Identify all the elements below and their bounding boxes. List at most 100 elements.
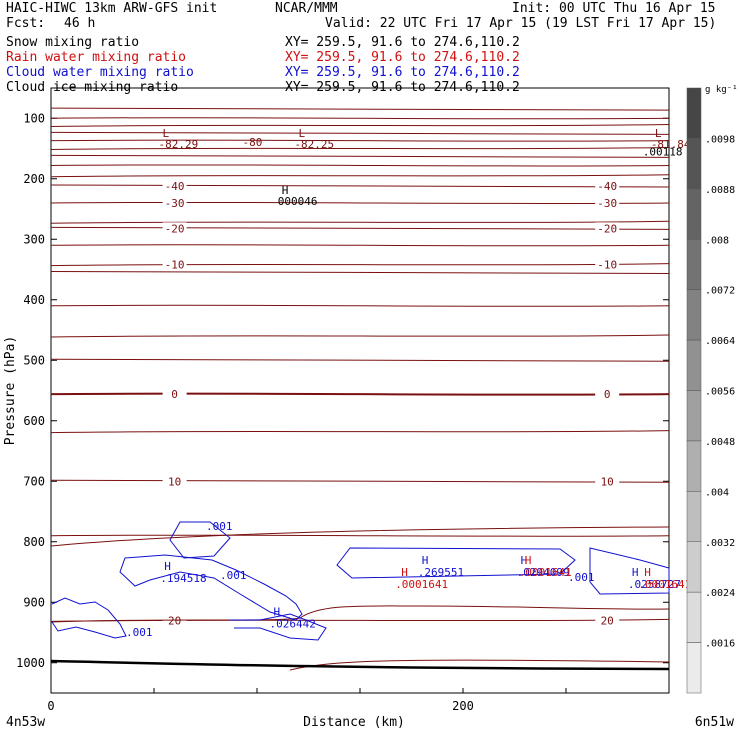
temperature-contour bbox=[50, 304, 670, 307]
y-tick-label: 400 bbox=[23, 293, 45, 307]
temperature-contour-label: 0 bbox=[604, 388, 611, 401]
cloud-water-max-value: .269551 bbox=[418, 566, 464, 579]
colorbar-swatch bbox=[686, 138, 702, 190]
temperature-contour-label: -20 bbox=[597, 222, 617, 235]
colorbar-swatch bbox=[686, 440, 702, 492]
model-title: HAIC-HIWC 13km ARW-GFS init bbox=[6, 1, 218, 16]
temperature-contour-label: 20 bbox=[168, 614, 181, 627]
x-end-label-right: 6n51w bbox=[695, 715, 734, 730]
temperature-contour bbox=[50, 270, 670, 275]
colorbar-label: .0048 bbox=[705, 437, 735, 448]
temperature-contour-label: -30 bbox=[597, 197, 617, 210]
x-end-label-left: 4n53w bbox=[6, 715, 45, 730]
low-marker: L bbox=[655, 127, 662, 140]
cloud-water-contour-label: .001 bbox=[220, 569, 247, 582]
colorbar-swatch bbox=[686, 642, 702, 694]
cloud-water-contour bbox=[230, 613, 327, 641]
colorbar-swatch bbox=[686, 87, 702, 139]
cloud-ice-max-value: 000046 bbox=[278, 195, 318, 208]
cloud-ice-max-marker: H bbox=[282, 184, 289, 197]
x-tick-label: 200 bbox=[452, 699, 474, 713]
cloud-water-contour bbox=[119, 554, 303, 621]
colorbar-label: .008 bbox=[705, 235, 729, 246]
temperature-contour bbox=[50, 147, 670, 150]
low-value: -81.84 bbox=[651, 138, 691, 151]
cloud-water-max-value: .0258727 bbox=[628, 578, 681, 591]
temperature-contour-label: 20 bbox=[601, 614, 614, 627]
x-axis-label: Distance (km) bbox=[303, 715, 405, 730]
contour-label-bg bbox=[595, 180, 620, 193]
temperature-contour bbox=[50, 226, 670, 231]
cloud-water-contour bbox=[51, 597, 127, 639]
cloud-water-max-marker: H bbox=[273, 605, 280, 618]
surface-line bbox=[50, 659, 670, 671]
cloud-water-max-value: .026442 bbox=[269, 617, 315, 630]
rain-water-max-value: .0001641 bbox=[395, 578, 448, 591]
temperature-contour-label: -40 bbox=[165, 180, 185, 193]
colorbar-label: .0032 bbox=[705, 538, 735, 549]
cloud-water-max-marker: H bbox=[422, 554, 429, 567]
cloud-water-contour bbox=[336, 547, 576, 579]
temperature-contour bbox=[50, 244, 670, 247]
org-label: NCAR/MMM bbox=[275, 1, 338, 16]
field-xy-cloudwater: XY= 259.5, 91.6 to 274.6,110.2 bbox=[285, 65, 520, 80]
temperature-contour bbox=[50, 605, 670, 623]
low-marker: L bbox=[162, 127, 169, 140]
colorbar-label: .0088 bbox=[705, 185, 735, 196]
colorbar-swatch bbox=[686, 491, 702, 543]
temperature-contour-label: -30 bbox=[165, 197, 185, 210]
contour-label-bg bbox=[595, 258, 620, 271]
y-tick-label: 700 bbox=[23, 474, 45, 488]
colorbar-swatch bbox=[686, 239, 702, 290]
x-tick-label: 0 bbox=[47, 699, 54, 713]
cloud-ice-value: .00118 bbox=[643, 146, 683, 159]
low-value: -82.25 bbox=[294, 138, 334, 151]
y-tick-label: 500 bbox=[23, 353, 45, 367]
temperature-contour-label: 0 bbox=[171, 388, 178, 401]
y-axis-label: Pressure (hPa) bbox=[3, 336, 18, 446]
rain-water-max-marker: H bbox=[644, 566, 651, 579]
low-value: -82.29 bbox=[158, 138, 198, 151]
temperature-contour bbox=[50, 164, 670, 167]
field-xy-snow: XY= 259.5, 91.6 to 274.6,110.2 bbox=[285, 35, 520, 50]
valid-time: Valid: 22 UTC Fri 17 Apr 15 (19 LST Fri … bbox=[325, 16, 717, 31]
rain-water-max-value: .0001641 bbox=[519, 566, 572, 579]
temperature-contour-label: -40 bbox=[597, 180, 617, 193]
temperature-contour bbox=[50, 392, 670, 396]
field-name-rain: Rain water mixing ratio bbox=[6, 50, 187, 65]
contour-label-bg bbox=[595, 475, 620, 488]
temperature-contour bbox=[50, 479, 670, 483]
temperature-contour bbox=[50, 263, 670, 267]
contour-label-bg bbox=[595, 196, 620, 209]
contour-label-bg bbox=[162, 388, 187, 401]
contour-label-bg bbox=[162, 180, 187, 193]
cloud-water-contour bbox=[589, 547, 670, 595]
field-xy-rain: XY= 259.5, 91.6 to 274.6,110.2 bbox=[285, 50, 520, 65]
cloud-water-contour-label: .001 bbox=[126, 626, 153, 639]
cloud-water-max-marker: H bbox=[521, 554, 528, 567]
contour-label-bg bbox=[595, 222, 620, 235]
temperature-contour bbox=[50, 154, 670, 159]
colorbar-swatch bbox=[686, 339, 702, 391]
field-name-cloudwater: Cloud water mixing ratio bbox=[6, 65, 194, 80]
y-tick-label: 800 bbox=[23, 535, 45, 549]
temperature-contour bbox=[50, 534, 670, 537]
contour-label-bg bbox=[162, 196, 187, 209]
colorbar-swatch bbox=[686, 541, 702, 593]
field-name-snow: Snow mixing ratio bbox=[6, 35, 140, 50]
temperature-contour-label: 10 bbox=[601, 475, 614, 488]
contour-label-bg bbox=[162, 475, 187, 488]
cloud-water-max-value: .194518 bbox=[160, 572, 206, 585]
y-tick-label: 200 bbox=[23, 172, 45, 186]
rain-water-max-marker: H bbox=[401, 566, 408, 579]
temperature-contour bbox=[50, 124, 670, 128]
y-tick-label: 600 bbox=[23, 414, 45, 428]
fcst-label: Fcst: bbox=[6, 16, 46, 31]
contour-label-bg bbox=[595, 614, 620, 627]
y-tick-label: 300 bbox=[23, 232, 45, 246]
plot-frame bbox=[50, 87, 670, 694]
colorbar-label: .0072 bbox=[705, 286, 735, 297]
colorbar-label: .0024 bbox=[705, 588, 735, 599]
temperature-contour bbox=[50, 220, 670, 224]
temperature-contour bbox=[50, 139, 670, 142]
